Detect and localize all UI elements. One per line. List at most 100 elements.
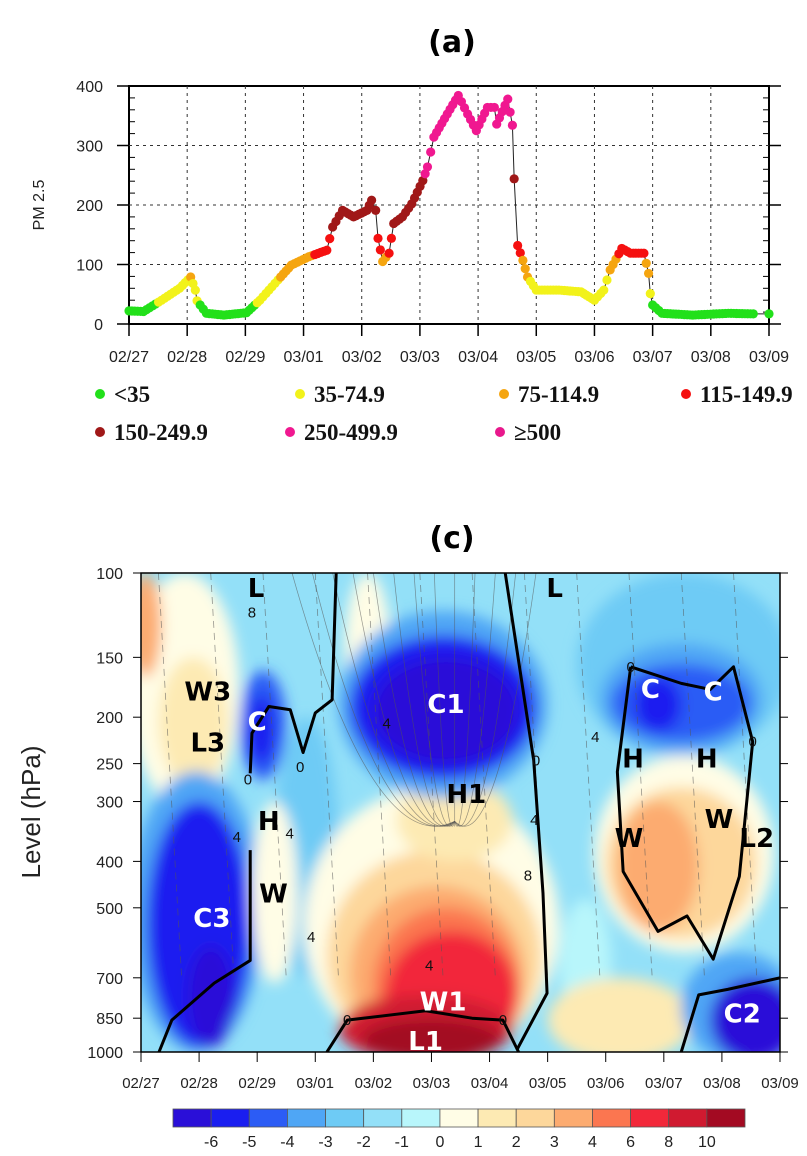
x-tick-label: 03/05 <box>516 349 556 366</box>
legend-marker <box>681 389 691 399</box>
feature-annotation: W <box>259 880 288 910</box>
x-tick-label: 03/06 <box>574 349 614 366</box>
colorbar-label: -5 <box>242 1134 256 1151</box>
data-point <box>426 147 436 157</box>
y-axis-label: PM 2.5 <box>31 180 48 231</box>
dashed-contour-line <box>680 573 705 978</box>
panel-a-title: (a) <box>428 25 476 60</box>
colorbar-swatch <box>172 1108 212 1128</box>
contour-line <box>454 573 537 827</box>
colorbar-label: 1 <box>474 1134 483 1151</box>
feature-annotation: C1 <box>427 690 464 720</box>
feature-annotation: W1 <box>420 987 467 1017</box>
y-tick-label: 850 <box>96 1011 123 1028</box>
colorbar-swatch <box>706 1108 746 1128</box>
contour-label: 0 <box>343 1012 351 1029</box>
data-point <box>325 234 335 244</box>
y-tick-label: 400 <box>96 854 123 871</box>
contour-label: 4 <box>233 829 241 846</box>
data-point <box>518 255 528 265</box>
data-point <box>520 264 530 274</box>
data-point <box>386 233 396 243</box>
y-tick-label: 150 <box>96 650 123 667</box>
y-tick-label: 300 <box>76 139 103 156</box>
x-tick-label: 03/02 <box>355 1075 393 1092</box>
colorbar-swatch <box>515 1108 555 1128</box>
data-point <box>489 102 499 113</box>
data-point <box>513 240 523 251</box>
y-tick-label: 100 <box>96 566 123 583</box>
y-tick-label: 500 <box>96 901 123 918</box>
feature-annotation: W <box>615 824 644 854</box>
x-tick-label: 03/04 <box>458 349 498 366</box>
data-point <box>190 285 200 295</box>
colorbar-swatch <box>592 1108 632 1128</box>
x-tick-label: 03/07 <box>645 1075 683 1092</box>
feature-annotation: C <box>704 678 723 708</box>
feature-annotation: C3 <box>193 904 230 934</box>
data-point <box>764 309 774 319</box>
data-point <box>503 94 513 104</box>
feature-annotation: C <box>248 707 267 737</box>
colorbar-label: -6 <box>204 1134 218 1151</box>
data-point <box>422 162 433 172</box>
colorbar-swatch <box>477 1108 517 1128</box>
x-tick-label: 03/03 <box>413 1075 451 1092</box>
feature-annotation: H <box>696 745 718 775</box>
contour-label: 0 <box>499 1012 507 1029</box>
plot-frame <box>140 572 781 1053</box>
x-tick-label: 02/28 <box>180 1075 218 1092</box>
colorbar-label: -4 <box>280 1134 294 1151</box>
feature-annotation: L <box>546 574 563 604</box>
feature-annotation: H <box>258 807 280 837</box>
dashed-contour-line <box>262 573 287 978</box>
y-tick-label: 0 <box>94 317 103 334</box>
anomaly-region <box>251 801 298 984</box>
legend-label: 150-249.9 <box>114 420 208 445</box>
dashed-contour-line <box>733 573 758 978</box>
anomaly-region <box>187 945 234 1048</box>
anomaly-region <box>141 573 162 678</box>
data-point <box>599 285 609 295</box>
x-tick-label: 03/04 <box>471 1075 509 1092</box>
y-axis-label: Level (hPa) <box>16 746 46 879</box>
zero-contour <box>157 850 252 1052</box>
colorbar-swatch <box>553 1108 593 1128</box>
contour-label: 4 <box>591 729 599 746</box>
anomaly-region <box>634 677 682 733</box>
anomaly-region <box>547 977 693 1052</box>
dashed-contour-line <box>576 573 601 978</box>
y-tick-label: 100 <box>76 258 103 275</box>
y-tick-label: 700 <box>96 971 123 988</box>
data-point <box>641 258 651 268</box>
colorbar-label: 4 <box>588 1134 597 1151</box>
data-point <box>507 120 518 130</box>
legend-marker <box>285 427 295 437</box>
y-tick-label: 200 <box>76 198 103 215</box>
legend-label: 250-499.9 <box>304 420 398 445</box>
plot-frame <box>128 85 770 325</box>
y-tick-label: 250 <box>96 757 123 774</box>
zero-contour <box>248 573 338 774</box>
contour-label: 0 <box>749 734 757 751</box>
zero-contour <box>615 665 755 961</box>
legend-label: 75-114.9 <box>518 382 599 407</box>
colorbar-label: 0 <box>435 1134 444 1151</box>
contour-label: 0 <box>627 659 635 676</box>
contour-line <box>393 573 455 827</box>
y-tick-label: 400 <box>76 79 103 96</box>
contour-label: 4 <box>530 812 538 829</box>
legend-label: 35-74.9 <box>314 382 385 407</box>
contour-label: 4 <box>383 715 391 732</box>
y-tick-label: 200 <box>96 710 123 727</box>
colorbar-label: 10 <box>698 1134 716 1151</box>
colorbar-label: 6 <box>626 1134 635 1151</box>
field-shading <box>141 573 780 1052</box>
contour-line <box>434 573 456 827</box>
feature-annotation: C <box>641 675 660 705</box>
x-tick-label: 03/05 <box>529 1075 567 1092</box>
data-point <box>371 205 381 215</box>
dashed-contour-line <box>628 573 653 978</box>
